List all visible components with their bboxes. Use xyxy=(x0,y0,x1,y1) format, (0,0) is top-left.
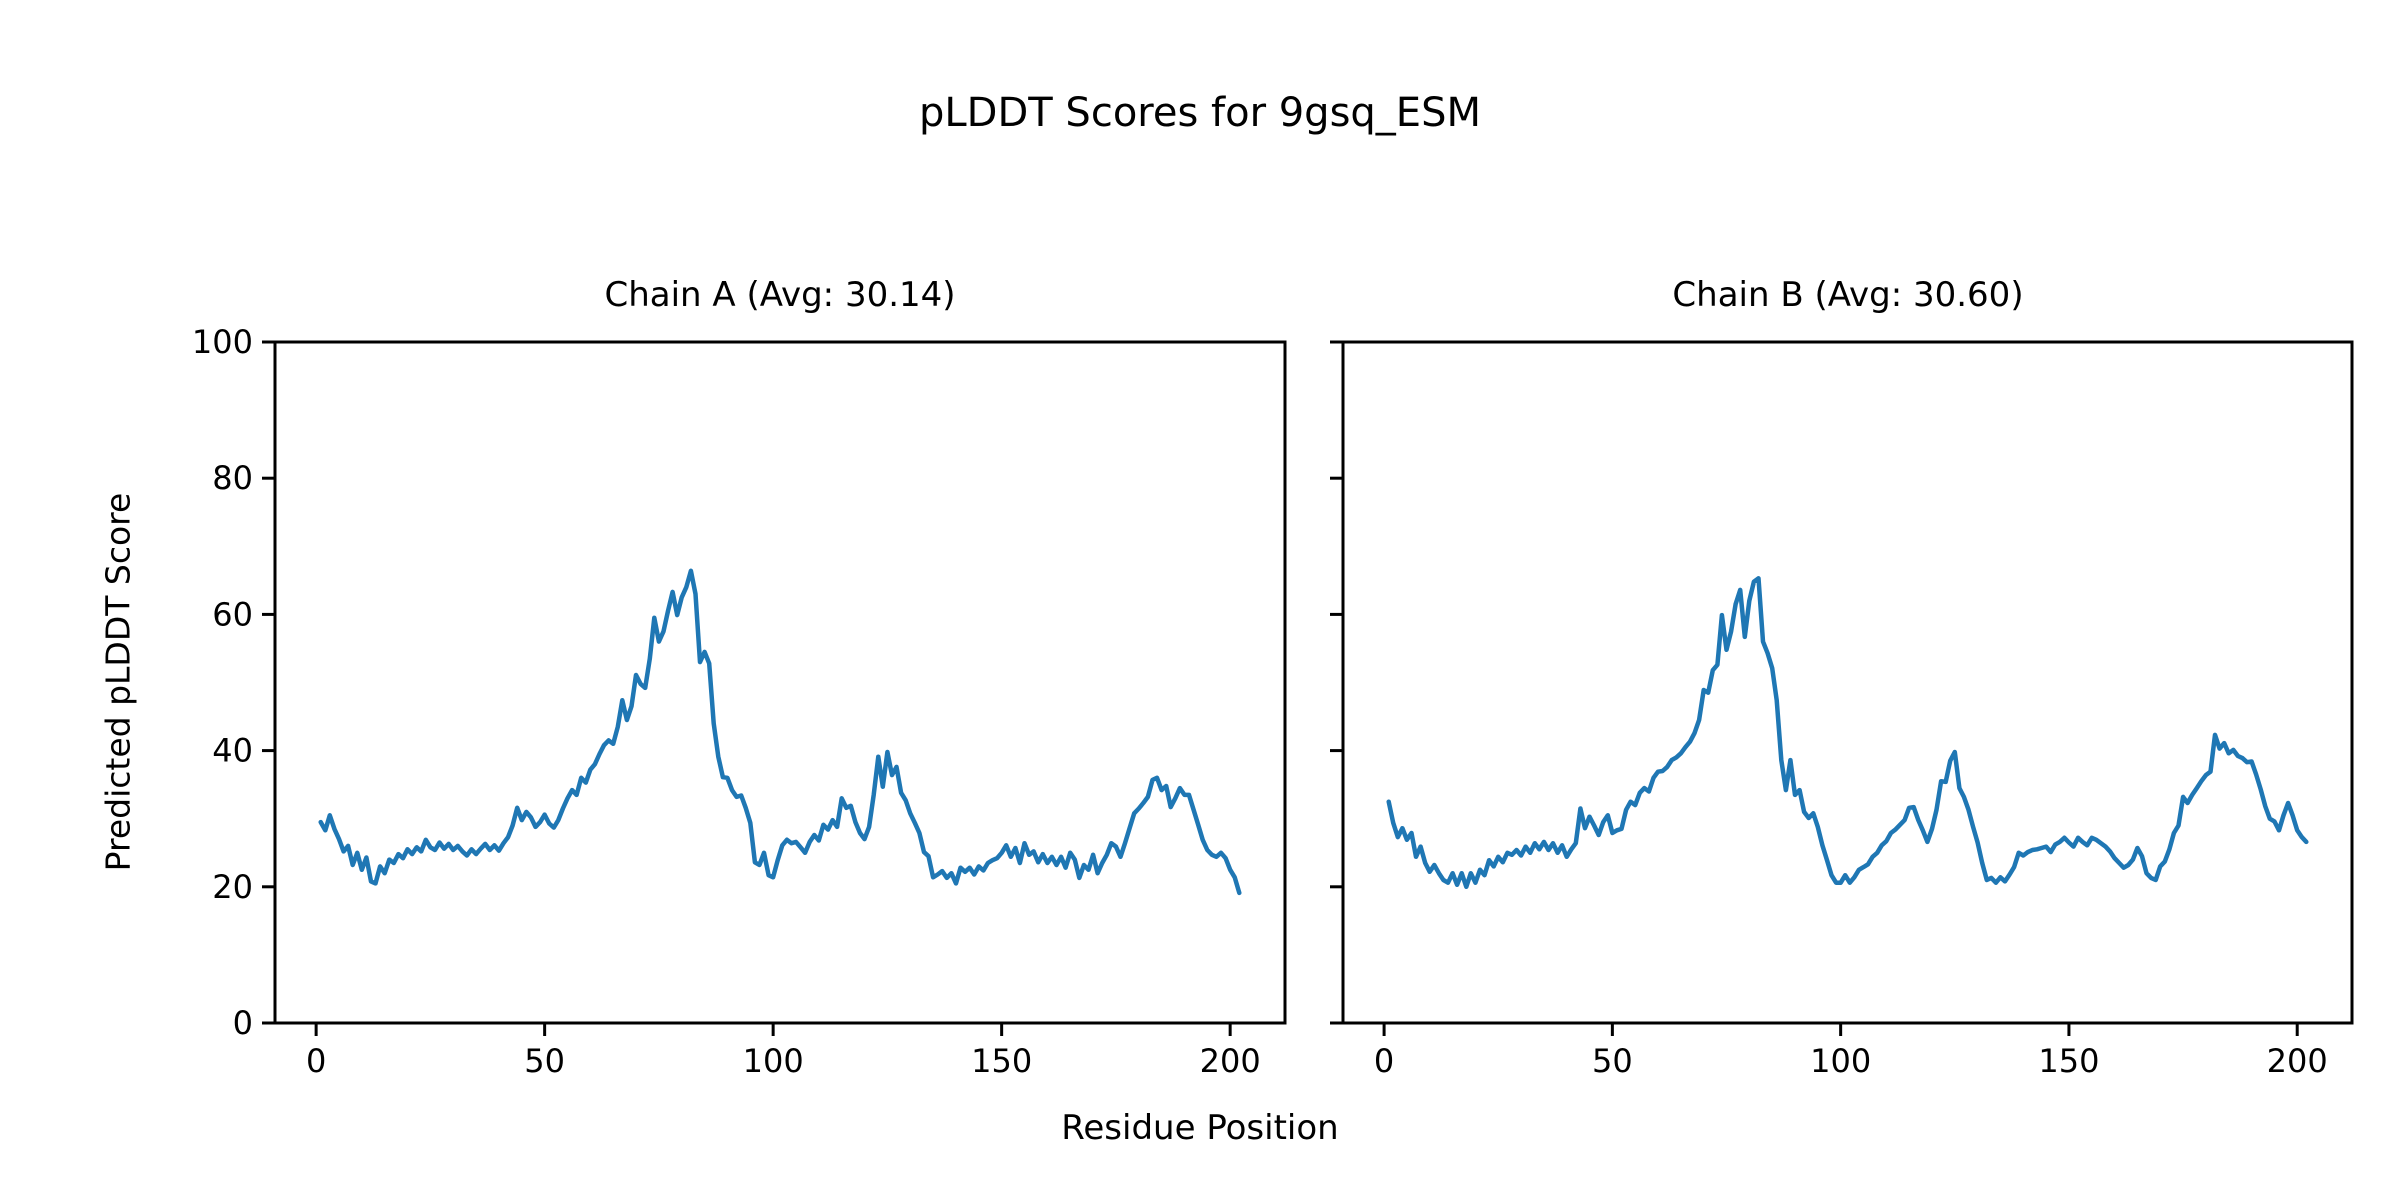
x-tick-label: 50 xyxy=(524,1042,565,1080)
x-axis-label: Residue Position xyxy=(1061,1108,1339,1148)
x-tick-label: 100 xyxy=(743,1042,804,1080)
axes-frame xyxy=(273,340,1287,1025)
x-tick-label: 100 xyxy=(1810,1042,1871,1080)
plddt-line xyxy=(1386,576,2309,890)
y-tick-label: 0 xyxy=(233,1004,253,1042)
y-tick-label: 80 xyxy=(212,459,253,497)
y-tick-label: 20 xyxy=(212,868,253,906)
y-tick-label: 40 xyxy=(212,732,253,770)
subplot-chain-a: 0 50 100 150 200 0 20 40 60 80 100 xyxy=(192,323,1287,1080)
x-tick-label: 200 xyxy=(2267,1042,2328,1080)
plddt-line xyxy=(318,568,1242,896)
x-tick-label: 200 xyxy=(1200,1042,1261,1080)
y-tick-label: 60 xyxy=(212,595,253,633)
y-axis-label: Predicted pLDDT Score xyxy=(98,492,138,872)
subplot-chain-b: 0 50 100 150 200 xyxy=(1330,340,2354,1080)
axes-frame xyxy=(1341,340,2354,1025)
y-tick-label: 100 xyxy=(192,323,253,361)
x-tick-label: 50 xyxy=(1592,1042,1633,1080)
x-tick-label: 150 xyxy=(2038,1042,2099,1080)
chart-title-chain-a: Chain A (Avg: 30.14) xyxy=(604,275,956,315)
figure-title: pLDDT Scores for 9gsq_ESM xyxy=(919,90,1481,136)
x-tick-label: 0 xyxy=(1374,1042,1394,1080)
chart-title-chain-b: Chain B (Avg: 30.60) xyxy=(1672,275,2024,315)
x-tick-label: 0 xyxy=(306,1042,326,1080)
x-tick-label: 150 xyxy=(971,1042,1032,1080)
